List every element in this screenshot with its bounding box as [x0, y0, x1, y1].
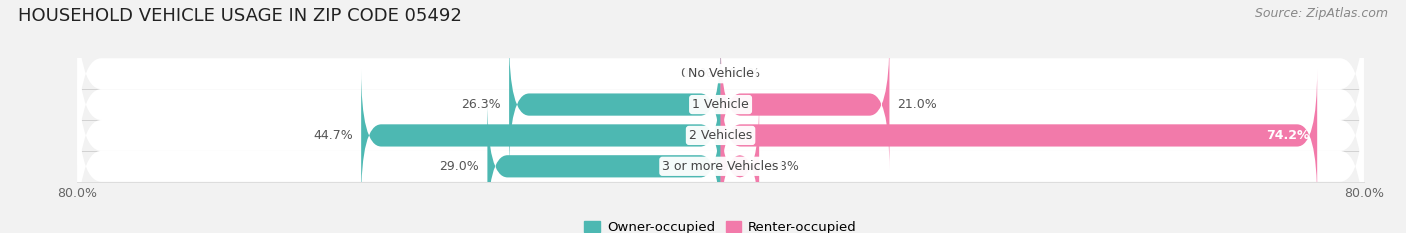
- Text: 0.0%: 0.0%: [728, 67, 761, 80]
- Text: HOUSEHOLD VEHICLE USAGE IN ZIP CODE 05492: HOUSEHOLD VEHICLE USAGE IN ZIP CODE 0549…: [18, 7, 463, 25]
- Text: 1 Vehicle: 1 Vehicle: [692, 98, 749, 111]
- FancyBboxPatch shape: [488, 100, 721, 232]
- FancyBboxPatch shape: [721, 69, 1317, 202]
- FancyBboxPatch shape: [361, 69, 721, 202]
- Text: No Vehicle: No Vehicle: [688, 67, 754, 80]
- Text: 4.8%: 4.8%: [768, 160, 799, 173]
- Text: 2 Vehicles: 2 Vehicles: [689, 129, 752, 142]
- Text: 3 or more Vehicles: 3 or more Vehicles: [662, 160, 779, 173]
- FancyBboxPatch shape: [77, 27, 1364, 182]
- FancyBboxPatch shape: [77, 89, 1364, 233]
- Text: 74.2%: 74.2%: [1265, 129, 1309, 142]
- Text: 0.0%: 0.0%: [681, 67, 713, 80]
- Text: 44.7%: 44.7%: [314, 129, 353, 142]
- FancyBboxPatch shape: [77, 58, 1364, 213]
- Text: Source: ZipAtlas.com: Source: ZipAtlas.com: [1254, 7, 1388, 20]
- FancyBboxPatch shape: [721, 100, 759, 232]
- FancyBboxPatch shape: [77, 0, 1364, 151]
- FancyBboxPatch shape: [721, 38, 890, 171]
- Legend: Owner-occupied, Renter-occupied: Owner-occupied, Renter-occupied: [579, 216, 862, 233]
- Text: 29.0%: 29.0%: [440, 160, 479, 173]
- Text: 21.0%: 21.0%: [897, 98, 938, 111]
- Text: 26.3%: 26.3%: [461, 98, 501, 111]
- FancyBboxPatch shape: [509, 38, 721, 171]
